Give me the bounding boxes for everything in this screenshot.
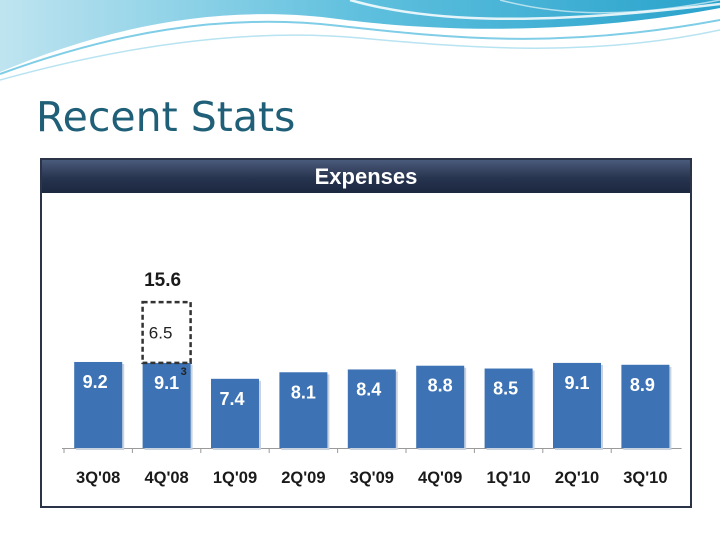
stacked-total-label: 15.6 [144, 270, 181, 291]
x-tick-label: 1Q'10 [486, 469, 530, 487]
expenses-bar-chart: 9.2 3Q'08 9.1 4Q'08 6.5 15.6 3 7.4 1Q'09 8.1 2Q'09… [62, 270, 682, 487]
bar-3q09 [347, 369, 396, 448]
bar-4q08 [142, 362, 191, 448]
bar-1q09 [211, 378, 259, 448]
stacked-extra-label: 6.5 [149, 324, 173, 343]
x-tick-label: 3Q'10 [623, 469, 667, 487]
x-tick-label: 2Q'10 [555, 469, 599, 487]
bar-value-label: 7.4 [219, 389, 244, 409]
bar-value-label: 8.9 [630, 375, 655, 395]
bar-1q10 [484, 368, 533, 448]
x-tick-label: 1Q'09 [213, 469, 257, 487]
x-tick-label: 3Q'08 [76, 469, 120, 487]
x-tick-label: 4Q'08 [144, 469, 188, 487]
chart-frame: Expenses 9.2 3Q'08 9.1 4Q'08 6.5 15.6 3 7.4 1Q'0… [40, 158, 692, 508]
bar-3q08 [74, 361, 123, 448]
bar-4q09 [416, 365, 465, 448]
bar-2q09 [279, 372, 328, 448]
bar-value-label: 9.2 [83, 372, 108, 392]
stacked-extra-segment [141, 300, 192, 365]
bar-value-label: 8.1 [291, 382, 316, 402]
bar-3q10 [621, 364, 670, 448]
x-tick-label: 4Q'09 [418, 469, 462, 487]
bar-2q10 [553, 362, 601, 448]
bar-value-label: 9.1 [564, 373, 589, 393]
chart-title: Expenses [314, 163, 418, 189]
slide-title: Recent Stats [36, 93, 296, 141]
footnote-marker: 3 [181, 366, 187, 378]
bar-value-label: 9.1 [154, 373, 179, 393]
x-tick-label: 2Q'09 [281, 469, 325, 487]
bar-value-label: 8.8 [428, 376, 453, 396]
chart-header: Expenses [42, 160, 690, 193]
bar-value-label: 8.4 [356, 379, 381, 399]
slide-header-swoosh [0, 0, 720, 81]
bar-value-label: 8.5 [493, 379, 518, 399]
x-tick-label: 3Q'09 [350, 469, 394, 487]
